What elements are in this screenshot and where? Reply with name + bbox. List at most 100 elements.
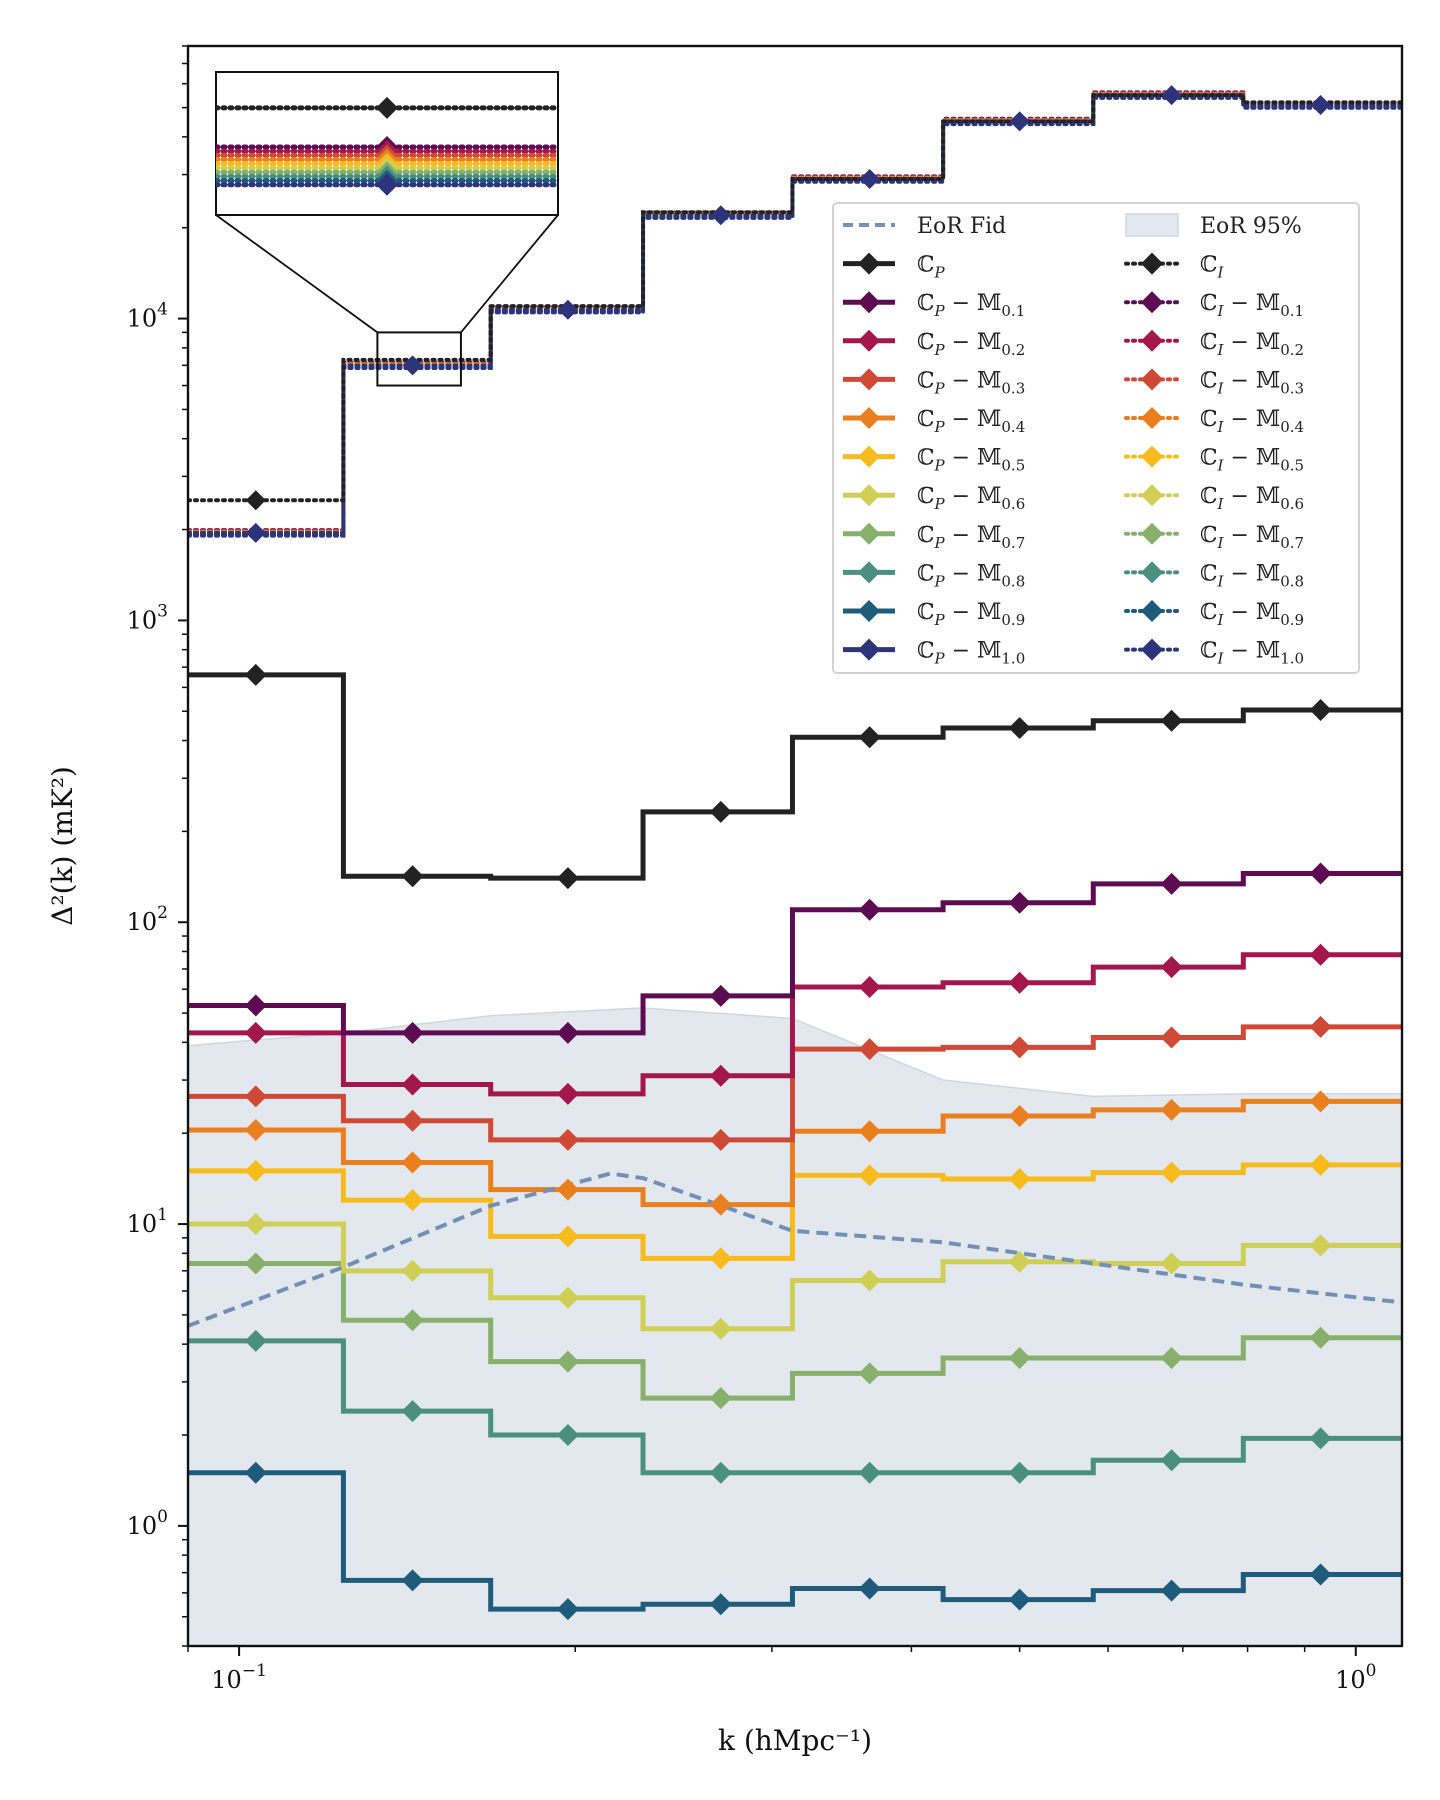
legend-label-cp-m0-6: ℂP − 𝕄0.6 [917, 484, 1025, 513]
legend-label-sub: I [1217, 572, 1225, 590]
legend-label-minus: − 𝕄 [1223, 407, 1280, 432]
legend-label-base: ℂ [1200, 330, 1218, 355]
c-p-m0-7-marker [401, 1309, 424, 1332]
c-p-m0-2-marker [1008, 971, 1031, 994]
c-p-m0-3-marker [1008, 1036, 1031, 1059]
legend-label-m-sub: 0.1 [1280, 302, 1304, 320]
y-tick-exponent: 1 [157, 1205, 168, 1225]
y-tick-base: 10 [127, 908, 158, 936]
legend-label-sub: I [1217, 534, 1225, 552]
legend-label-base: ℂ [917, 330, 935, 355]
c-p-m0-4-marker [401, 1151, 424, 1174]
legend-label-minus: − 𝕄 [945, 561, 1002, 586]
c-p-m0-3-marker [244, 1085, 267, 1108]
legend-label-sub: P [934, 418, 946, 436]
c-p-marker [858, 726, 881, 749]
c-i-m1.0-marker [859, 169, 880, 190]
legend-label-m-sub: 0.5 [1001, 457, 1025, 475]
c-p-m0-2-marker [709, 1064, 732, 1087]
legend-marker-cp-m0-7 [858, 522, 880, 545]
c-p-m0-4-marker [709, 1193, 732, 1216]
zoom-region-box [376, 331, 462, 387]
legend-label-minus: − 𝕄 [1223, 330, 1280, 355]
c-p-m0-8-marker [401, 1400, 424, 1423]
y-tick-exponent: 4 [157, 300, 168, 320]
c-p-m0-5-marker [858, 1164, 881, 1187]
y-tick-base: 10 [127, 1210, 158, 1238]
legend-label-base: ℂ [917, 368, 935, 393]
c-p-m0-3-marker [401, 1109, 424, 1132]
c-p-m0-7-line [188, 1261, 1402, 1401]
legend-label-sub: P [934, 495, 946, 513]
c-p-marker [1309, 698, 1332, 721]
c-p-m0-9-marker [401, 1569, 424, 1592]
c-p-m0-5-marker [1309, 1153, 1332, 1176]
c-p-marker [1008, 717, 1031, 740]
c-p-m0-1-marker [1309, 862, 1332, 885]
legend-label-sub: P [934, 457, 946, 475]
c-p-marker [709, 800, 732, 823]
marker-layer [244, 85, 1332, 1621]
x-tick-exponent: −1 [242, 1661, 267, 1681]
legend-label-sub: P [934, 534, 946, 552]
c-p-m0-8-marker [1008, 1461, 1031, 1484]
legend-label-minus: − 𝕄 [1223, 561, 1280, 586]
c-p-m0-3-marker [858, 1038, 881, 1061]
legend-label-m-sub: 1.0 [1001, 650, 1025, 668]
c-p-m0-4-marker [1309, 1090, 1332, 1113]
eor-band-layer [188, 1007, 1402, 1646]
c-i-m1.0-marker [1161, 85, 1182, 106]
c-p-m0-6-marker [401, 1259, 424, 1282]
legend-label-sub: I [1217, 302, 1225, 320]
c-i-m1.0-marker [402, 355, 423, 376]
legend-label-m-sub: 0.2 [1001, 341, 1025, 359]
zoom-connector-left [215, 214, 378, 334]
legend-marker-ci-m0-1 [1141, 291, 1163, 314]
c-p-m0-1-line [188, 871, 1402, 1036]
legend-label-minus: − 𝕄 [945, 484, 1002, 509]
legend-label-minus: − 𝕄 [945, 368, 1002, 393]
legend-label-cp-m0-1: ℂP − 𝕄0.1 [917, 291, 1025, 320]
legend-label-cp-m0-8: ℂP − 𝕄0.8 [917, 561, 1025, 590]
legend-marker-cp-m0-8 [858, 561, 880, 584]
c-p-m0-6-marker [1309, 1234, 1332, 1257]
legend-label-m-sub: 0.1 [1001, 302, 1025, 320]
y-tick-label: 101 [127, 1205, 168, 1238]
legend-label-m-sub: 0.9 [1280, 611, 1304, 629]
legend-label-base: ℂ [917, 639, 935, 664]
legend-label-m-sub: 0.8 [1001, 572, 1025, 590]
legend-label-sub: I [1217, 495, 1225, 513]
c-p-m0-2-marker [1309, 943, 1332, 966]
y-tick-exponent: 2 [157, 903, 168, 923]
inset-lines [216, 96, 558, 196]
inset-c-i-marker [376, 96, 398, 119]
c-p-m0-4-marker [556, 1178, 579, 1201]
legend-marker-cp-m0-2 [858, 329, 880, 352]
legend-label-minus: − 𝕄 [1223, 600, 1280, 625]
x-tick-label: 100 [1335, 1661, 1376, 1694]
legend-label-cp-m1-0: ℂP − 𝕄1.0 [917, 639, 1025, 668]
legend-label-ci-m0-9: ℂI − 𝕄0.9 [1200, 600, 1304, 629]
legend-label-sub: I [1217, 379, 1225, 397]
legend-label-base: ℂ [1200, 253, 1218, 278]
legend-label-base: ℂ [1200, 291, 1218, 316]
zoom-inset [215, 71, 559, 387]
c-p-m0-8-marker [556, 1424, 579, 1447]
legend-marker-ci-m0-4 [1141, 407, 1163, 429]
legend-label-cp-m0-3: ℂP − 𝕄0.3 [917, 368, 1025, 397]
legend-label-m-sub: 0.6 [1001, 495, 1025, 513]
c-p-m0-2-marker [556, 1082, 579, 1105]
c-p-m0-9-marker [709, 1593, 732, 1616]
legend-label-sub: P [934, 572, 946, 590]
legend-label-base: ℂ [917, 253, 935, 278]
legend-label-minus: − 𝕄 [945, 446, 1002, 471]
c-p-m0-8-marker [858, 1461, 881, 1484]
legend-label-ci-m0-5: ℂI − 𝕄0.5 [1200, 446, 1304, 475]
legend-label-m-sub: 0.4 [1001, 418, 1025, 436]
legend-marker-cp-m0-1 [858, 291, 880, 314]
c-p-marker [244, 663, 267, 686]
legend-marker-cp [858, 252, 880, 275]
legend-marker-ci-m0-2 [1141, 329, 1163, 352]
